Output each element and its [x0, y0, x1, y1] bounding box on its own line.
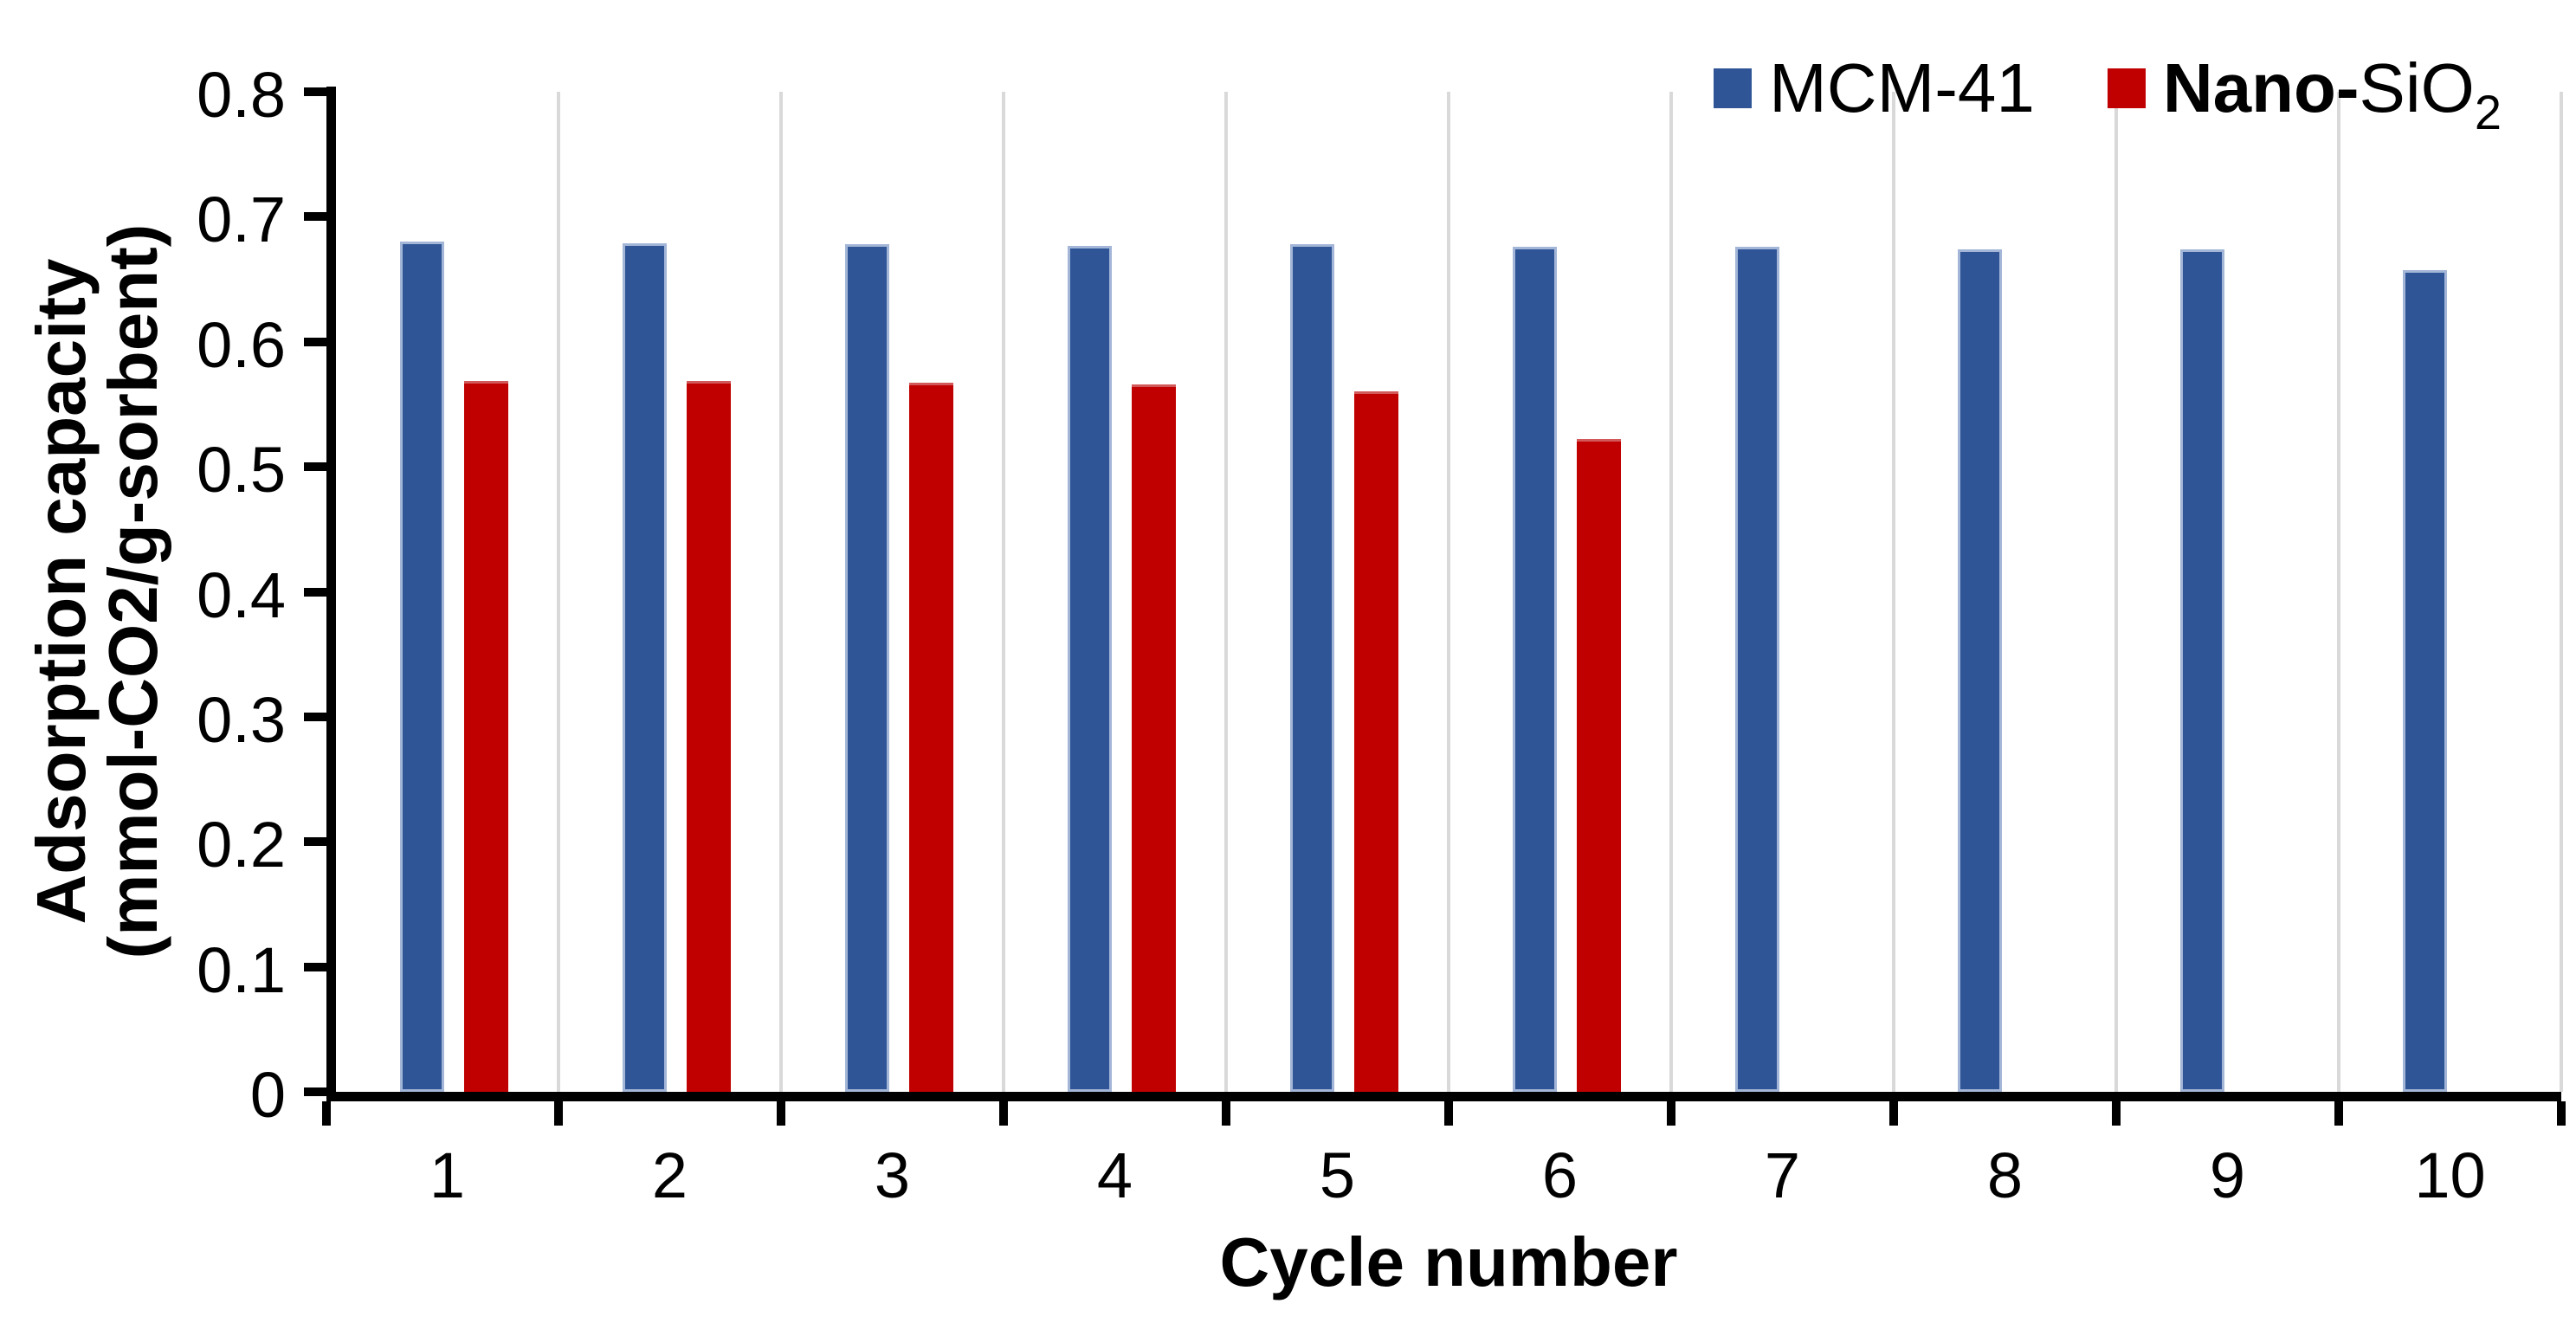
x-tick-label-6: 6	[1541, 1139, 1579, 1211]
y-tick-label-0.8: 0.8	[197, 59, 286, 131]
gridline-boundary-2	[779, 92, 783, 1092]
x-tick-mark-6	[1667, 1101, 1675, 1126]
bar-mcm-41-cycle-7	[1735, 247, 1779, 1092]
x-tick-label-9: 9	[2209, 1139, 2246, 1211]
plot-area	[336, 92, 2563, 1092]
legend: MCM-41 Nano-SiO2	[1714, 54, 2502, 137]
legend-label-part: SiO	[2359, 49, 2475, 126]
gridline-boundary-7	[1892, 92, 1895, 1092]
y-tick-mark-0.1	[304, 962, 326, 971]
gridline-boundary-1	[557, 92, 560, 1092]
x-tick-mark-0	[322, 1101, 331, 1126]
bar-mcm-41-cycle-3	[845, 244, 889, 1092]
legend-entry-mcm-41: MCM-41	[1714, 54, 2035, 123]
y-tick-label-0.3: 0.3	[197, 683, 286, 756]
y-tick-mark-0.7	[304, 212, 326, 222]
x-tick-label-5: 5	[1319, 1139, 1356, 1211]
x-tick-label-10: 10	[2414, 1139, 2486, 1211]
x-tick-mark-2	[777, 1101, 785, 1126]
bar-nano-sio2-cycle-3	[909, 383, 953, 1092]
y-tick-label-0.6: 0.6	[197, 308, 286, 381]
x-tick-mark-8	[2112, 1101, 2121, 1126]
y-tick-label-0.5: 0.5	[197, 434, 286, 507]
bar-nano-sio2-cycle-5	[1354, 391, 1398, 1092]
legend-swatch-mcm-41	[1714, 68, 1753, 108]
bar-nano-sio2-cycle-4	[1132, 384, 1176, 1092]
y-tick-label-0.1: 0.1	[197, 933, 286, 1006]
y-tick-mark-0.3	[304, 712, 326, 721]
x-tick-mark-7	[1889, 1101, 1898, 1126]
y-tick-label-0.7: 0.7	[197, 184, 286, 256]
y-tick-label-0.2: 0.2	[197, 809, 286, 881]
y-tick-mark-0.8	[304, 87, 326, 96]
bar-mcm-41-cycle-9	[2180, 249, 2224, 1092]
bar-nano-sio2-cycle-1	[464, 381, 508, 1092]
y-tick-label-0: 0	[249, 1059, 286, 1131]
y-tick-mark-0	[304, 1087, 326, 1096]
x-tick-label-1: 1	[429, 1139, 466, 1211]
bar-mcm-41-cycle-1	[400, 242, 444, 1092]
y-axis-line	[326, 87, 336, 1097]
x-tick-mark-5	[1444, 1101, 1453, 1126]
y-tick-mark-0.4	[304, 587, 326, 597]
x-tick-label-2: 2	[651, 1139, 688, 1211]
x-tick-mark-3	[999, 1101, 1008, 1126]
x-tick-mark-10	[2557, 1101, 2566, 1126]
legend-entry-nano-sio2: Nano-SiO2	[2107, 54, 2502, 137]
legend-label-mcm-41: MCM-41	[1769, 54, 2035, 123]
gridline-boundary-4	[1224, 92, 1228, 1092]
bar-mcm-41-cycle-10	[2403, 270, 2447, 1092]
x-tick-mark-1	[554, 1101, 563, 1126]
gridline-boundary-3	[1002, 92, 1005, 1092]
legend-swatch-nano-sio2	[2107, 68, 2146, 108]
legend-label-part: 2	[2474, 85, 2502, 139]
bar-mcm-41-cycle-8	[1958, 249, 2002, 1092]
x-tick-mark-9	[2334, 1101, 2343, 1126]
bar-mcm-41-cycle-5	[1290, 244, 1334, 1092]
x-axis-line	[326, 1092, 2561, 1101]
legend-label-part: Nano-	[2162, 49, 2360, 126]
bar-mcm-41-cycle-2	[623, 243, 667, 1092]
gridline-boundary-5	[1447, 92, 1450, 1092]
x-tick-label-3: 3	[874, 1139, 911, 1211]
gridline-boundary-9	[2337, 92, 2340, 1092]
y-tick-mark-0.5	[304, 462, 326, 472]
legend-label-nano-sio2: Nano-SiO2	[2163, 54, 2502, 137]
gridline-boundary-8	[2114, 92, 2118, 1092]
gridline-boundary-6	[1669, 92, 1673, 1092]
bar-nano-sio2-cycle-2	[687, 381, 731, 1092]
y-tick-mark-0.2	[304, 837, 326, 847]
y-tick-mark-0.6	[304, 337, 326, 346]
x-tick-label-8: 8	[1986, 1139, 2024, 1211]
x-tick-label-7: 7	[1764, 1139, 1801, 1211]
legend-label-part: MCM-41	[1769, 49, 2035, 126]
x-tick-mark-4	[1222, 1101, 1230, 1126]
x-tick-label-4: 4	[1096, 1139, 1133, 1211]
bar-mcm-41-cycle-6	[1513, 247, 1557, 1092]
y-tick-label-0.4: 0.4	[197, 558, 286, 631]
bar-mcm-41-cycle-4	[1068, 246, 1112, 1092]
gridline-boundary-10	[2560, 92, 2563, 1092]
bar-nano-sio2-cycle-6	[1577, 439, 1621, 1092]
x-axis-title: Cycle number	[1219, 1223, 1678, 1300]
